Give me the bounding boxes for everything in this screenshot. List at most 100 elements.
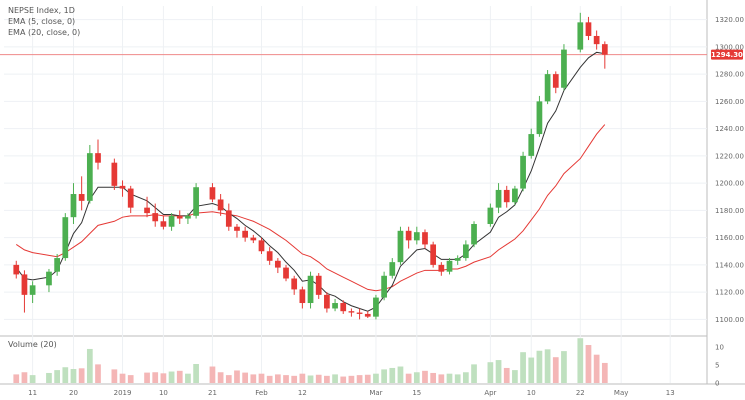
symbol-legend: NEPSE Index, 1D	[8, 6, 75, 15]
volume-bar	[397, 366, 404, 383]
candle-body	[544, 74, 551, 102]
candle-body	[291, 278, 298, 290]
volume-bar	[364, 374, 371, 383]
volume-bar	[487, 362, 494, 383]
y-tick-label: 1320.00	[715, 16, 744, 24]
volume-bar	[127, 375, 134, 383]
candle-body	[160, 221, 167, 227]
candle-body	[397, 230, 404, 263]
x-tick-label: 22	[576, 389, 585, 397]
y-tick-label: 1160.00	[715, 234, 744, 242]
candle-body	[258, 240, 265, 252]
x-tick-label: 10	[527, 389, 536, 397]
candle-body	[217, 199, 224, 211]
candle-body	[299, 289, 306, 304]
candle-body	[274, 260, 281, 268]
volume-bar	[405, 373, 412, 383]
y-tick-label: 1100.00	[715, 316, 744, 324]
ema-long-line	[15, 124, 606, 292]
volume-bar	[168, 371, 175, 383]
volume-bar	[381, 369, 387, 383]
volume-tick-label: 0	[715, 380, 719, 388]
volume-bar	[266, 375, 273, 383]
candle-body	[364, 313, 371, 317]
y-tick-label: 1180.00	[715, 207, 744, 215]
volume-bar	[454, 374, 461, 383]
candle-body	[70, 194, 77, 218]
candle-body	[512, 188, 518, 203]
candle-body	[283, 267, 289, 279]
volume-tick-label: 5	[715, 362, 719, 370]
candle-body	[381, 275, 387, 298]
candle-body	[324, 294, 330, 309]
candle-body	[266, 251, 273, 261]
candle-body	[348, 311, 355, 313]
volume-bar	[324, 375, 330, 383]
candle-body	[520, 155, 526, 189]
axes: 1100.00 1120.00 1140.00 1160.00 1180.00 1200.…	[28, 16, 744, 397]
last-price-tag-text: 1294.30	[711, 51, 743, 59]
x-tick-label: 21	[208, 389, 217, 397]
volume-bar	[70, 369, 77, 383]
y-tick-label: 1240.00	[715, 125, 744, 133]
volume-bar	[274, 374, 281, 383]
volume-tick-label: 10	[715, 344, 724, 352]
candle-body	[152, 213, 159, 222]
candle-body	[389, 262, 396, 276]
volume-bar	[283, 375, 289, 383]
volume-bar	[250, 374, 257, 383]
volume-bar	[13, 374, 20, 383]
volume-bar	[561, 351, 567, 383]
volume-bar	[242, 372, 249, 383]
candle-body	[29, 285, 36, 295]
ema-long-legend: EMA (20, close, 0)	[8, 28, 80, 37]
volume-bar	[234, 370, 240, 383]
x-tick-label: 10	[159, 389, 168, 397]
volume-bar	[86, 348, 93, 383]
candle-body	[144, 207, 150, 214]
candle-body	[585, 22, 592, 36]
volume-bar	[544, 349, 551, 383]
candle-body	[593, 35, 600, 45]
candle-body	[234, 226, 240, 231]
volume-bar	[119, 373, 126, 383]
candle-body	[332, 303, 338, 309]
candle-body	[462, 244, 469, 259]
candle-body	[21, 274, 28, 295]
volume-bar	[528, 357, 535, 383]
volume-bar	[78, 368, 85, 383]
candle-body	[86, 153, 93, 201]
candle-body	[577, 22, 584, 50]
candle-body	[250, 237, 257, 241]
candle-body	[405, 230, 412, 241]
candle-body	[471, 224, 477, 245]
volume-bar	[111, 369, 118, 383]
volume-bar	[291, 375, 298, 383]
volume-bar	[356, 375, 363, 383]
candle-body	[78, 194, 85, 201]
volume-bar	[29, 375, 36, 383]
volume-bar	[315, 374, 322, 383]
volume-bar	[95, 364, 101, 383]
candle-body	[95, 153, 101, 163]
volume-bar	[413, 372, 420, 383]
volume-bar	[332, 374, 338, 383]
volume-bar	[462, 372, 469, 383]
candle-body	[315, 275, 322, 295]
x-tick-label: 12	[298, 389, 307, 397]
candle-body	[536, 101, 543, 135]
volume-bar	[520, 352, 526, 383]
volume-bar	[585, 345, 592, 383]
candle-body	[111, 162, 118, 186]
candle-body	[446, 260, 453, 272]
volume-bar	[503, 367, 510, 383]
candle-body	[13, 264, 20, 275]
x-tick-label: Feb	[255, 389, 268, 397]
candle-body	[503, 189, 510, 203]
candle-body	[340, 303, 347, 312]
x-tick-label: May	[614, 389, 628, 397]
volume-bar	[340, 376, 347, 383]
volume-bar	[185, 373, 191, 383]
y-tick-label: 1280.00	[715, 71, 744, 79]
